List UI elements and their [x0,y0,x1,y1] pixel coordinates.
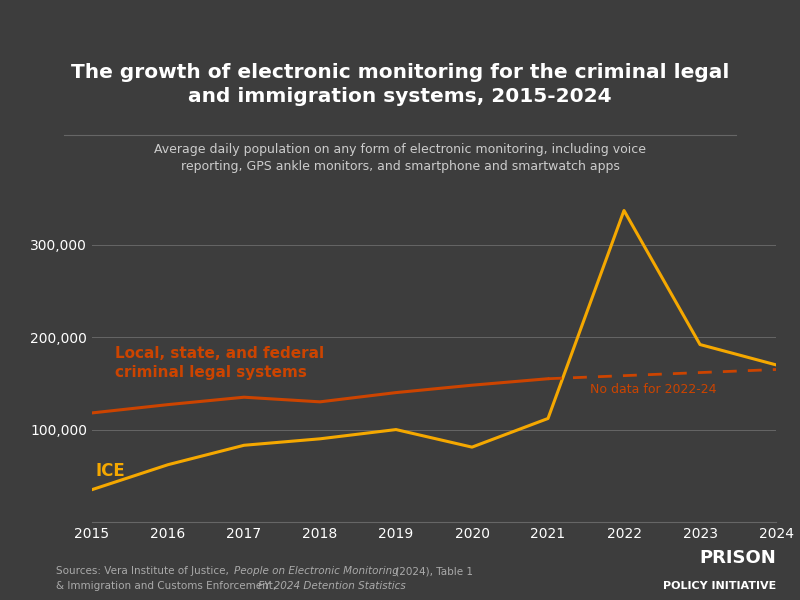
Text: (2024), Table 1: (2024), Table 1 [392,566,473,576]
Text: POLICY INITIATIVE: POLICY INITIATIVE [662,581,776,591]
Text: The growth of electronic monitoring for the criminal legal
and immigration syste: The growth of electronic monitoring for … [71,63,729,106]
Text: People on Electronic Monitoring: People on Electronic Monitoring [234,566,398,576]
Text: & Immigration and Customs Enforcement,: & Immigration and Customs Enforcement, [56,581,279,591]
Text: Average daily population on any form of electronic monitoring, including voice
r: Average daily population on any form of … [154,143,646,173]
Text: No data for 2022-24: No data for 2022-24 [590,383,716,397]
Text: Local, state, and federal
criminal legal systems: Local, state, and federal criminal legal… [114,346,324,380]
Text: PRISON: PRISON [699,549,776,567]
Text: ICE: ICE [96,462,126,480]
Text: Sources: Vera Institute of Justice,: Sources: Vera Institute of Justice, [56,566,232,576]
Text: FY 2024 Detention Statistics: FY 2024 Detention Statistics [258,581,406,591]
